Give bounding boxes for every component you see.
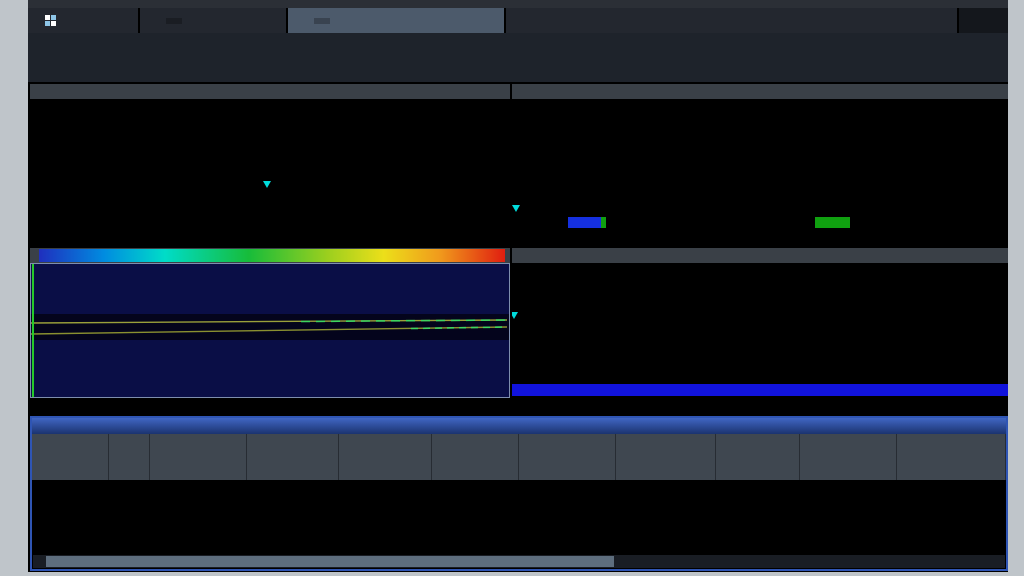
scrollbar-track[interactable] (44, 555, 994, 568)
close-icon[interactable] (166, 18, 182, 24)
rf-spectrum-trace (30, 99, 510, 231)
window-freq-deviation[interactable] (512, 248, 1008, 413)
col-chirp-length (339, 434, 432, 480)
spectrogram-traces (31, 264, 509, 397)
chirp-region-2[interactable] (601, 217, 606, 228)
scrollbar-thumb[interactable] (46, 556, 614, 567)
horizontal-scrollbar[interactable] (33, 555, 1005, 568)
window3-plot[interactable] (30, 263, 510, 398)
tab-bar-filler (506, 8, 959, 33)
window2-plot[interactable] (512, 99, 1008, 231)
window3-title-bar[interactable] (30, 248, 510, 263)
window2-footer (512, 231, 1008, 246)
marker-m1-icon[interactable] (512, 205, 520, 212)
window1-footer (30, 231, 510, 246)
results-header-row (32, 434, 1006, 480)
tab-overflow-button[interactable] (959, 8, 1008, 33)
window4-plot[interactable] (512, 263, 1008, 398)
window-spectrogram[interactable] (30, 248, 510, 413)
col-chirp-no (109, 434, 150, 480)
freq-deviation-trace (512, 263, 1008, 398)
chirp-region-1[interactable] (568, 217, 601, 228)
window3-footer (30, 398, 510, 413)
channel-tab-bar (28, 8, 1008, 33)
col-chirp-begin (247, 434, 339, 480)
col-fm-settling-point (800, 434, 897, 480)
spectrogram-colorbar (39, 249, 505, 262)
window4-footer (512, 398, 1008, 413)
channel-settings-bar (28, 33, 1008, 82)
window-chirp-results[interactable] (30, 416, 1008, 571)
marker-m1-icon[interactable] (263, 181, 271, 188)
window1-title-bar[interactable] (30, 84, 510, 99)
col-bandwidth (716, 434, 800, 480)
window-fm-time-domain[interactable] (512, 84, 1008, 246)
tab-spectrum[interactable] (140, 8, 288, 33)
col-state-index (150, 434, 247, 480)
multiview-grid-icon (45, 15, 56, 26)
col-chirp-rate (432, 434, 519, 480)
window-rf-spectrum[interactable] (30, 84, 510, 246)
window1-plot[interactable] (30, 99, 510, 231)
chirp-segment-bar (512, 384, 1008, 396)
window2-title-bar[interactable] (512, 84, 1008, 99)
fm-time-trace (512, 99, 1008, 231)
analyzer-screen (28, 0, 1008, 572)
results-title-bar[interactable] (32, 418, 1006, 434)
window-top-strip (28, 0, 1008, 8)
col-avg-frequency (616, 434, 716, 480)
col-fm-settling-time (897, 434, 1006, 480)
marker-m1-icon[interactable] (512, 312, 518, 319)
window4-title-bar[interactable] (512, 248, 1008, 263)
chirp-region-3[interactable] (815, 217, 850, 228)
tab-multiview[interactable] (28, 8, 140, 33)
tab-transient-analysis[interactable] (288, 8, 506, 33)
close-icon[interactable] (314, 18, 330, 24)
col-id (32, 434, 109, 480)
spectrogram-current-frame-line (32, 264, 34, 397)
col-chirp-state-deviation (519, 434, 616, 480)
